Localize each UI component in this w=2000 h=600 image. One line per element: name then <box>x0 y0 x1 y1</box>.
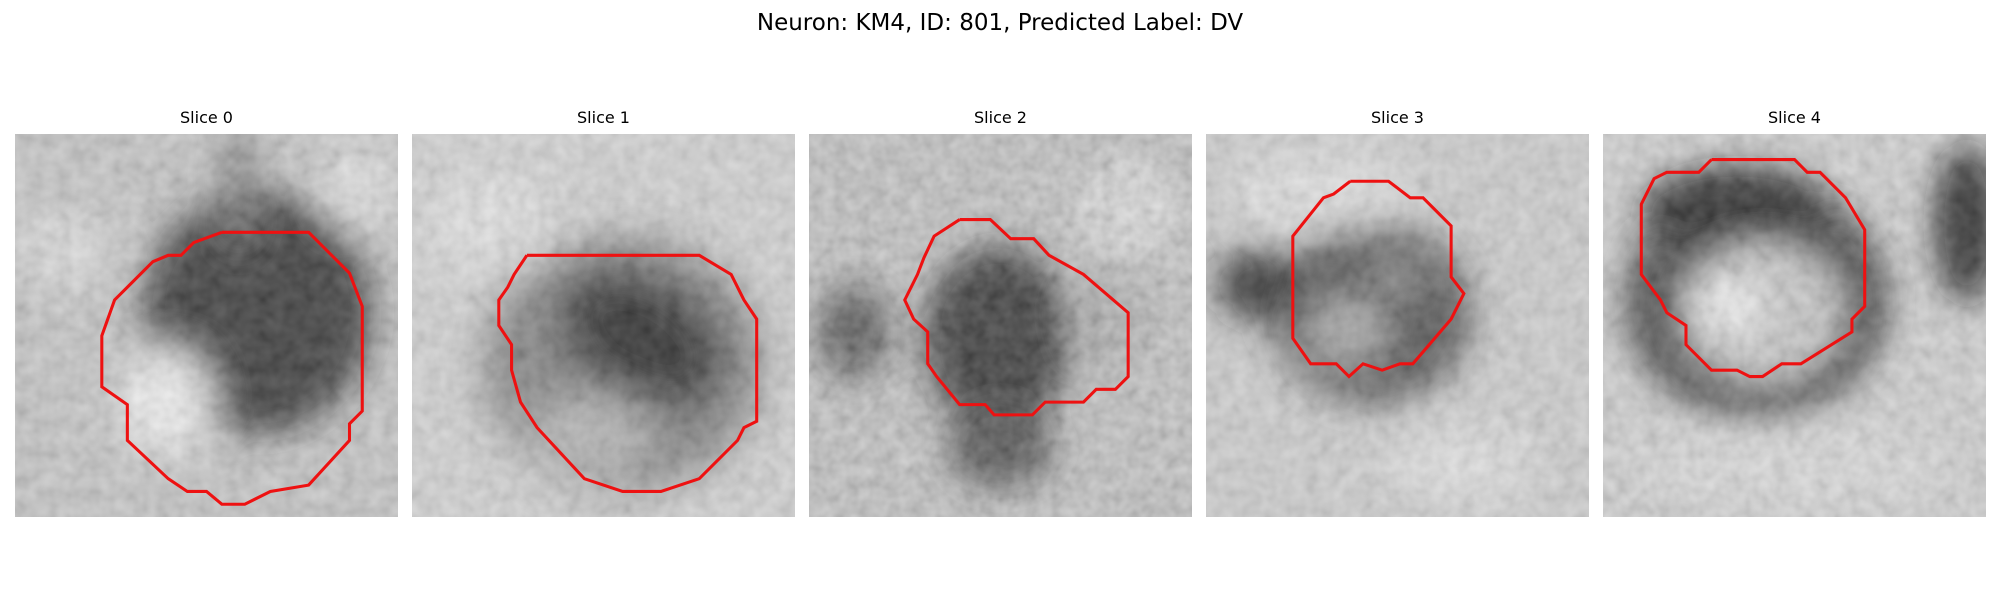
slice-panel-3: Slice 3 <box>1206 108 1589 517</box>
contour-0 <box>100 230 364 506</box>
slice-image-0 <box>15 134 398 517</box>
slice-panel-2: Slice 2 <box>809 108 1192 517</box>
contour-3 <box>1291 179 1466 379</box>
figure-title: Neuron: KM4, ID: 801, Predicted Label: D… <box>756 10 1244 36</box>
slice-image-2 <box>809 134 1192 517</box>
slice-panel-1: Slice 1 <box>412 108 795 517</box>
slice-title-1: Slice 1 <box>577 108 630 127</box>
slice-panel-0: Slice 0 <box>15 108 398 517</box>
contour-1 <box>497 253 759 493</box>
slice-image-4 <box>1603 134 1986 517</box>
contour-4 <box>1639 158 1867 379</box>
slice-image-3 <box>1206 134 1589 517</box>
slice-title-4: Slice 4 <box>1768 108 1821 127</box>
slice-title-2: Slice 2 <box>974 108 1027 127</box>
slice-title-0: Slice 0 <box>180 108 233 127</box>
slice-image-1 <box>412 134 795 517</box>
contour-2 <box>903 218 1130 417</box>
slice-panel-4: Slice 4 <box>1603 108 1986 517</box>
slice-title-3: Slice 3 <box>1371 108 1424 127</box>
